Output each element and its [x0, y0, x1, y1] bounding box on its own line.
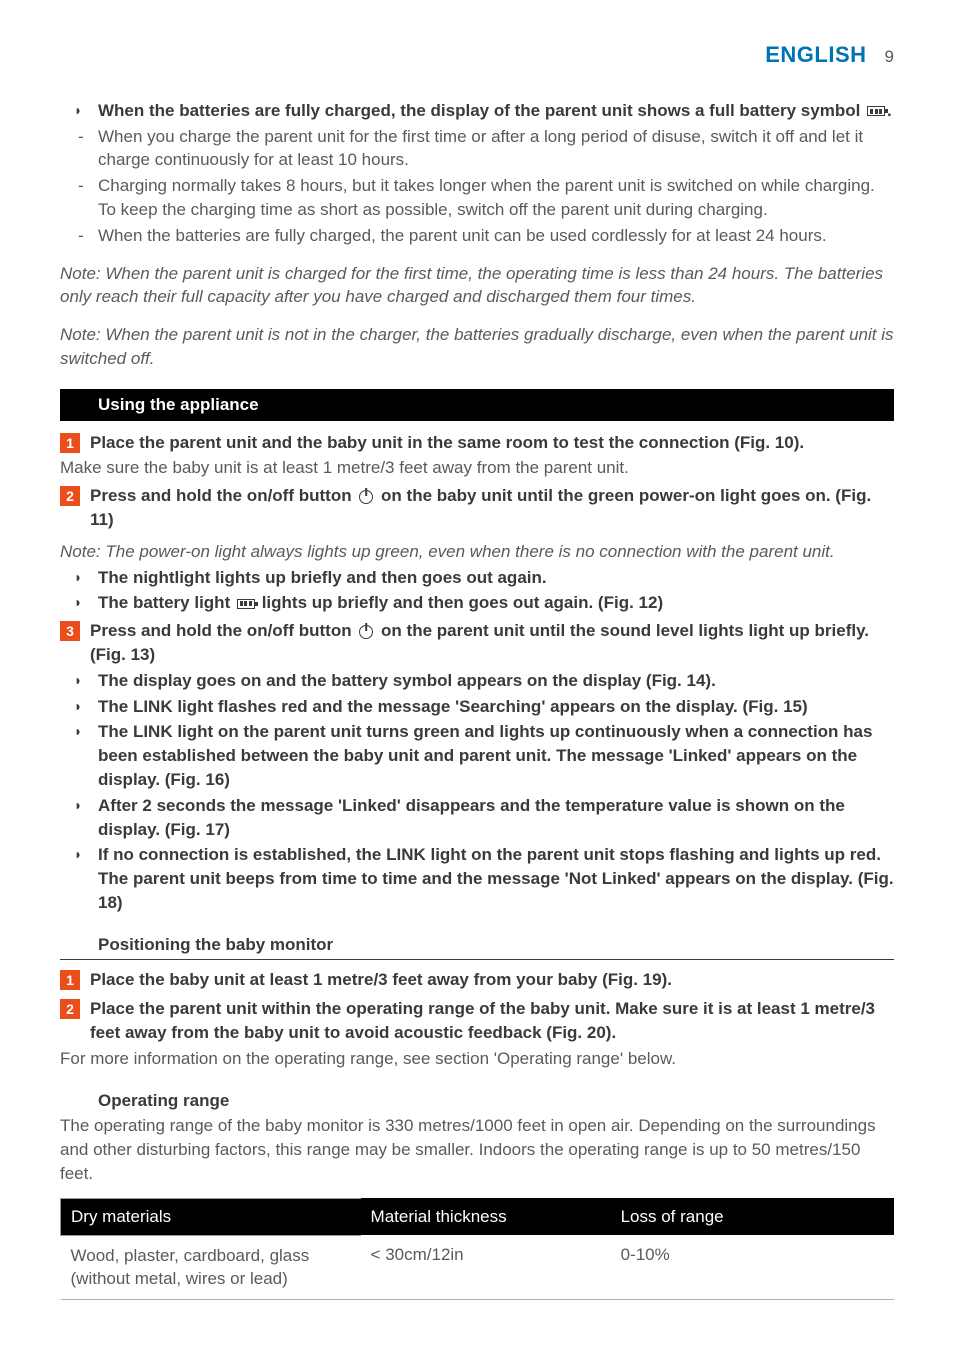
table-row: Wood, plaster, cardboard, glass (without…	[61, 1235, 895, 1300]
step-number-icon: 3	[60, 621, 80, 641]
dash-item: When the batteries are fully charged, th…	[98, 224, 894, 248]
range-table: Dry materials Material thickness Loss of…	[60, 1198, 894, 1300]
td-loss: 0-10%	[611, 1235, 894, 1300]
step-number-icon: 2	[60, 486, 80, 506]
step-number-icon: 2	[60, 999, 80, 1019]
power-icon	[359, 625, 373, 639]
bullet-display-on: The display goes on and the battery symb…	[98, 669, 894, 693]
step-1-note: Make sure the baby unit is at least 1 me…	[60, 456, 894, 480]
positioning-more-info: For more information on the operating ra…	[60, 1047, 894, 1071]
positioning-step-1-text: Place the baby unit at least 1 metre/3 f…	[80, 968, 894, 992]
divider	[60, 959, 894, 960]
step-1: 1 Place the parent unit and the baby uni…	[60, 431, 894, 455]
subheading-range: Operating range	[60, 1089, 894, 1113]
step-3-text: Press and hold the on/off button on the …	[80, 619, 894, 667]
step-1-text: Place the parent unit and the baby unit …	[80, 431, 894, 455]
bullet-not-linked: If no connection is established, the LIN…	[98, 843, 894, 914]
bullet-nightlight: The nightlight lights up briefly and the…	[98, 566, 894, 590]
dash-item: When you charge the parent unit for the …	[98, 125, 894, 173]
table-header-row: Dry materials Material thickness Loss of…	[61, 1198, 895, 1235]
dash-item: Charging normally takes 8 hours, but it …	[98, 174, 894, 222]
th-loss: Loss of range	[611, 1198, 894, 1235]
bullet-linked-gone: After 2 seconds the message 'Linked' dis…	[98, 794, 894, 842]
bullet-battery-light: The battery light lights up briefly and …	[98, 591, 894, 615]
step-2-text: Press and hold the on/off button on the …	[80, 484, 894, 532]
positioning-step-2: 2 Place the parent unit within the opera…	[60, 997, 894, 1045]
bullet-charged: When the batteries are fully charged, th…	[98, 99, 894, 123]
bullet-charged-text-a: When the batteries are fully charged, th…	[98, 101, 865, 120]
page-number: 9	[885, 45, 894, 69]
step-3-text-a: Press and hold the on/off button	[90, 621, 356, 640]
th-thickness: Material thickness	[361, 1198, 611, 1235]
step-2-text-a: Press and hold the on/off button	[90, 486, 356, 505]
note-first-charge: Note: When the parent unit is charged fo…	[60, 262, 894, 310]
positioning-step-2-text: Place the parent unit within the operati…	[80, 997, 894, 1045]
td-materials: Wood, plaster, cardboard, glass (without…	[61, 1235, 361, 1300]
battery-full-icon	[867, 106, 885, 116]
subheading-positioning: Positioning the baby monitor	[60, 933, 894, 957]
step-3: 3 Press and hold the on/off button on th…	[60, 619, 894, 667]
note-discharge: Note: When the parent unit is not in the…	[60, 323, 894, 371]
language-label: ENGLISH	[765, 40, 866, 71]
after-step2-bullets: The nightlight lights up briefly and the…	[60, 566, 894, 616]
intro-dash-list: When you charge the parent unit for the …	[60, 125, 894, 248]
page-header: ENGLISH 9	[60, 40, 894, 71]
bullet-link-searching: The LINK light flashes red and the messa…	[98, 695, 894, 719]
bullet-battery-light-a: The battery light	[98, 593, 235, 612]
bullet-battery-light-b: lights up briefly and then goes out agai…	[257, 593, 663, 612]
intro-bullet-list: When the batteries are fully charged, th…	[60, 99, 894, 123]
note-power-light: Note: The power-on light always lights u…	[60, 540, 894, 564]
positioning-step-1: 1 Place the baby unit at least 1 metre/3…	[60, 968, 894, 992]
power-icon	[359, 490, 373, 504]
section-using-title: Using the appliance	[60, 389, 894, 421]
bullet-link-green: The LINK light on the parent unit turns …	[98, 720, 894, 791]
step-number-icon: 1	[60, 433, 80, 453]
step-number-icon: 1	[60, 970, 80, 990]
after-step3-bullets: The display goes on and the battery symb…	[60, 669, 894, 915]
range-body: The operating range of the baby monitor …	[60, 1114, 894, 1185]
step-2: 2 Press and hold the on/off button on th…	[60, 484, 894, 532]
th-materials: Dry materials	[61, 1198, 361, 1235]
battery-icon	[237, 599, 255, 609]
td-thickness: < 30cm/12in	[361, 1235, 611, 1300]
